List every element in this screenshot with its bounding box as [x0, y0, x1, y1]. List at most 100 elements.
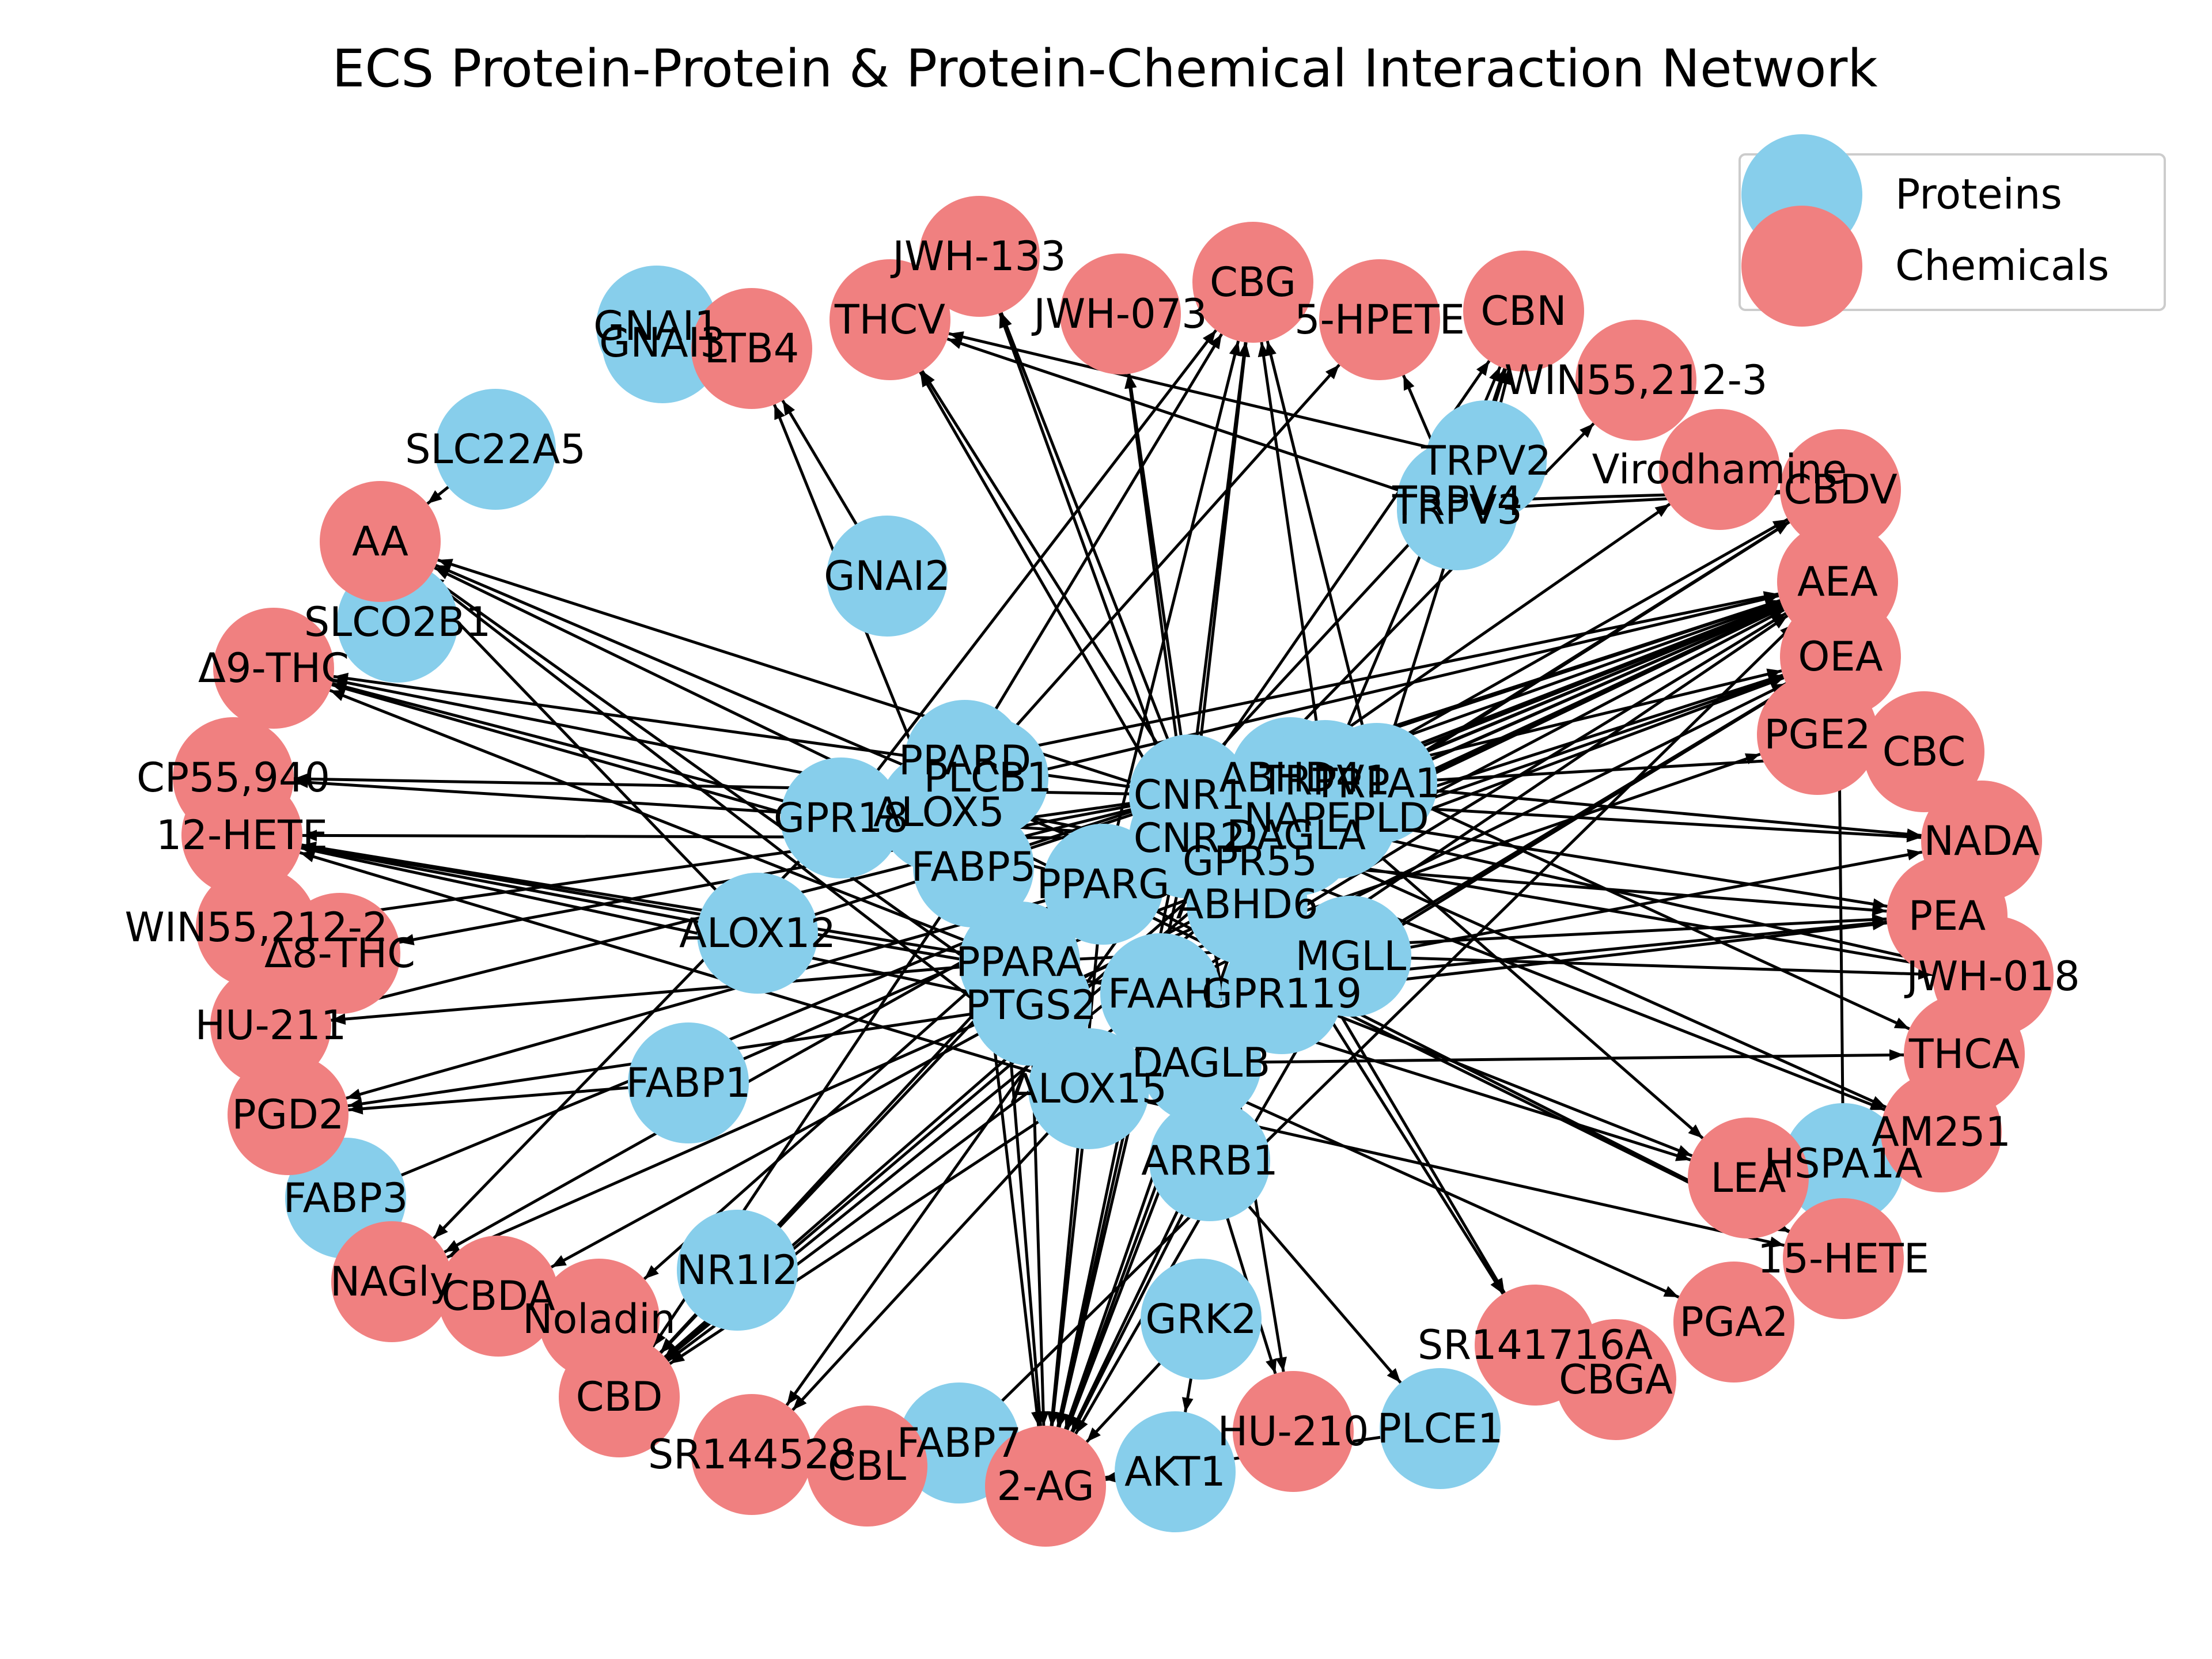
node-cbga	[1555, 1319, 1676, 1440]
edge-ptgs2-to-aa	[429, 575, 1017, 996]
node-label-15-hete: 15-HETE	[1758, 1235, 1929, 1282]
node-label-cbc: CBC	[1883, 728, 1966, 775]
edge-ppara-to-12-hete	[301, 842, 1002, 961]
node-label-delta9-thc: Δ9-THC	[198, 645, 349, 692]
edge-napepld-to-lea	[1349, 828, 1704, 1139]
node-pgd2	[228, 1054, 349, 1175]
edge-pparg-to-2-ag	[1047, 902, 1103, 1426]
edge-alox15-to-12-hete	[299, 851, 1072, 1085]
node-label-ppara: PPARA	[956, 938, 1084, 986]
edge-arrb1-to-plce1	[1220, 1173, 1402, 1384]
edge-cnr1-to-thcv	[921, 370, 1181, 781]
node-label-gpr18: GPR18	[774, 794, 908, 842]
labels-layer: GNAI1GNAI3SLC22A5SLCO2B1GNAI2TRPV2TRPV3T…	[125, 233, 2080, 1510]
node-label-win55-212-2: WIN55,212-2	[125, 904, 388, 951]
edge-napepld-to-pea	[1354, 819, 1888, 910]
node-label-12-hete: 12-HETE	[156, 812, 328, 859]
node-cbdv	[1780, 429, 1901, 550]
edge-alox12-to-aa	[421, 584, 746, 922]
node-fabp1	[628, 1022, 749, 1143]
node-aa	[320, 481, 441, 602]
node-label-hu-211: HU-211	[195, 1002, 347, 1049]
node-nr1i2	[677, 1210, 798, 1331]
node-label-pga2: PGA2	[1680, 1298, 1789, 1346]
node-sr144528	[691, 1394, 812, 1515]
node-label-abhd4: ABHD4	[1219, 754, 1362, 801]
node-label-dagla: DAGLA	[1226, 812, 1366, 859]
node-label-nagly: NAGly	[330, 1258, 453, 1305]
node-gpr119	[1221, 933, 1342, 1054]
node-arrb1	[1149, 1100, 1270, 1221]
legend-chemical-label: Chemicals	[1895, 241, 2109, 290]
node-cbc	[1863, 691, 1984, 812]
node-label-cnr2: CNR2	[1134, 815, 1245, 862]
edge-trpa1-to-thca	[1392, 789, 1910, 1031]
node-label-trpv3: TRPV3	[1392, 486, 1522, 533]
node-trpv4	[1397, 441, 1518, 562]
node-label-sr141716a: SR141716A	[1418, 1321, 1653, 1369]
node-hspa1a	[1783, 1103, 1904, 1224]
node-am251	[1881, 1071, 2002, 1192]
node-gnai2	[827, 516, 948, 637]
node-label-alox12: ALOX12	[679, 910, 836, 957]
node-label-sr144528: SR144528	[648, 1431, 855, 1478]
edge-daglb-to-thca	[1219, 1049, 1904, 1065]
node-cbd	[559, 1336, 680, 1457]
edge-arrb1-to-2-ag	[1071, 1176, 1203, 1433]
node-plce1	[1380, 1368, 1501, 1489]
node-label-fabp3: FABP3	[283, 1175, 408, 1222]
node-12-hete	[181, 775, 302, 896]
node-label-arrb1: ARRB1	[1141, 1137, 1278, 1184]
legend: Proteins Chemicals	[1738, 134, 2166, 327]
node-gpr18	[781, 757, 902, 878]
node-label-alox5: ALOX5	[873, 789, 1005, 836]
edge-alox15-to-aa	[427, 577, 1075, 1079]
edge-mgll-to-jwh-018	[1369, 955, 1933, 980]
node-label-plce1: PLCE1	[1377, 1405, 1503, 1452]
edge-fabp1-to-pgd2	[348, 1082, 671, 1115]
node-label-trpv2: TRPV2	[1421, 437, 1551, 484]
node-label-gnai1: GNAI1	[593, 302, 720, 350]
edge-alox15-to-2-ag	[1048, 1107, 1089, 1426]
node-label-napepld: NAPEPLD	[1244, 794, 1429, 842]
node-gnai3	[602, 282, 723, 403]
node-label-alox15: ALOX15	[1010, 1065, 1167, 1112]
chart-title: ECS Protein-Protein & Protein-Chemical I…	[332, 39, 1877, 99]
edge-cnr2-to-cp55-940	[293, 777, 1172, 839]
node-pparg	[1043, 824, 1164, 945]
node-fabp5	[913, 806, 1034, 927]
node-label-slc22a5: SLC22A5	[405, 426, 586, 473]
node-cbda	[438, 1236, 559, 1357]
node-label-abhd6: ABHD6	[1176, 881, 1319, 928]
edge-trpa1-to-cbg	[1265, 340, 1374, 767]
node-daglb	[1141, 1002, 1262, 1123]
node-label-cbd: CBD	[576, 1373, 663, 1421]
node-label-aa: AA	[352, 518, 408, 565]
node-label-cbda: CBDA	[441, 1272, 555, 1320]
node-cbl	[806, 1406, 927, 1527]
node-label-noladin: Noladin	[522, 1296, 676, 1343]
node-label-virodhamine: Virodhamine	[1592, 446, 1847, 493]
node-label-trpv1: TRPV1	[1259, 757, 1390, 804]
node-label-pge2: PGE2	[1764, 711, 1870, 758]
edge-cnr2-to-12-hete	[302, 830, 1172, 842]
edge-trpv1-to-cbg	[1257, 342, 1324, 763]
node-slc22a5	[435, 389, 556, 510]
node-label-pgd2: PGD2	[232, 1091, 344, 1138]
node-jwh-133	[919, 196, 1040, 317]
node-label-faah: FAAH	[1108, 970, 1214, 1017]
node-label-win55-212-3: WIN55,212-3	[1505, 357, 1768, 404]
node-label-plcb1: PLCB1	[924, 754, 1052, 801]
edge-trpv1-to-cbdv	[1340, 518, 1789, 773]
node-label-ltb4: LTB4	[704, 325, 800, 372]
node-label-jwh-073: JWH-073	[1031, 290, 1207, 338]
legend-protein-label: Proteins	[1895, 170, 2062, 218]
node-5-hpete	[1319, 259, 1440, 380]
edge-pparg-to-cbg	[1106, 340, 1241, 868]
edge-fabp7-to-aea	[971, 623, 1796, 1431]
node-label-gnai2: GNAI2	[824, 552, 950, 600]
node-label-gpr55: GPR55	[1183, 838, 1317, 885]
node-label-cbga: CBGA	[1559, 1356, 1673, 1403]
node-lea	[1688, 1118, 1809, 1238]
node-label-trpa1: TRPA1	[1312, 760, 1441, 807]
